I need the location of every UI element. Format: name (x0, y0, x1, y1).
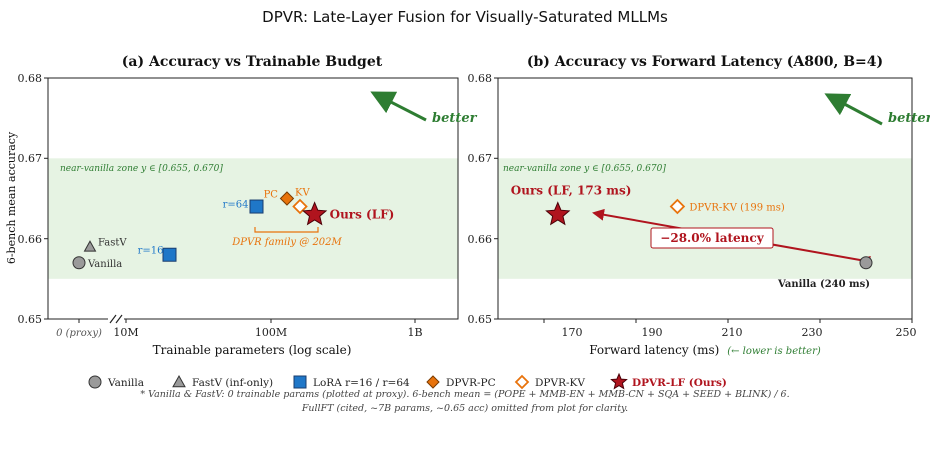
panel-b-x-tick: 170 (562, 326, 583, 339)
panel-b-x-tick: 210 (722, 326, 743, 339)
legend-marker (426, 375, 440, 389)
panel-a-point-dpvr-lf-ours- (301, 201, 328, 226)
panel-b-point-label: Ours (LF, 173 ms) (511, 184, 632, 198)
panel-a-point-fastv (83, 240, 97, 252)
panel-b-title: (b) Accuracy vs Forward Latency (A800, B… (527, 54, 883, 70)
legend: Vanilla FastV (inf-only) LoRA r=16 / r=64 D… (88, 372, 727, 390)
panel-a-point-label: Vanilla (87, 259, 122, 270)
better-arrow (824, 93, 883, 126)
footnote-line-1: * Vanilla & FastV: 0 trainable params (p… (140, 389, 789, 400)
panel-a-frame (47, 77, 459, 320)
legend-marker (514, 374, 530, 390)
panel-a-y-tick: 0.65 (18, 313, 43, 326)
panel-a-marks: Vanilla FastV r=16 r=64 PC KV Ours (LF) (72, 188, 395, 270)
panel-a-x-tick: 100M (255, 326, 287, 339)
panel-b-x-tick: 190 (642, 326, 663, 339)
panel-a-x-axis: 0 (proxy) 10M 100M 1B (56, 314, 423, 339)
panel-b-point-label: DPVR-KV (199 ms) (689, 203, 785, 214)
panel-b-point-label: Vanilla (240 ms) (777, 279, 870, 290)
panel-a-bracket-label: DPVR family @ 202M (231, 237, 342, 248)
panel-b-x-tick: 250 (896, 326, 917, 339)
panel-b-x-label-note: (← lower is better) (727, 346, 821, 357)
panel-a-point-label: Ours (LF) (330, 208, 395, 222)
panel-b-point-ours-lf- (545, 201, 571, 226)
panel-a-point-dpvr-pc (279, 191, 295, 206)
legend-label: DPVR-LF (Ours) (632, 377, 727, 389)
panel-b-y-tick: 0.65 (468, 313, 493, 326)
panel-b-x-label-main: Forward latency (ms) (589, 343, 719, 357)
panel-b-x-axis: 170 190 210 230 250 (543, 319, 917, 339)
panel-a-x-label: Trainable parameters (log scale) (153, 343, 352, 357)
panel-a-point-label: FastV (98, 238, 127, 249)
panel-a-y-label: 6-bench mean accuracy (5, 131, 18, 264)
footnote-line-2: FullFT (cited, ~7B params, ~0.65 acc) om… (301, 403, 628, 414)
panel-b-frame (497, 77, 913, 320)
axis-break-mark (115, 314, 123, 324)
panel-a-point-label: r=64 (223, 200, 249, 211)
dpvr-family-bracket (254, 227, 319, 233)
legend-label: FastV (inf-only) (192, 377, 273, 389)
panel-b-y-tick: 0.68 (468, 72, 493, 85)
panel-a-title: (a) Accuracy vs Trainable Budget (122, 54, 383, 70)
panel-a-point-lora-r-16 (162, 247, 177, 262)
latency-delta-box (650, 227, 774, 249)
panel-b-y-tick: 0.66 (468, 233, 493, 246)
better-arrow (370, 91, 427, 122)
legend-label: LoRA r=16 / r=64 (313, 377, 410, 389)
panel-a-zone-label: near-vanilla zone y ∈ [0.655, 0.670] (60, 164, 223, 174)
panel-a-point-label: r=16 (138, 246, 164, 257)
panel-a-point-label: KV (295, 188, 310, 199)
panel-a: (a) Accuracy vs Trainable Budget near-va… (5, 54, 478, 357)
legend-label: DPVR-PC (446, 377, 496, 389)
panel-b-y-tick: 0.67 (468, 152, 493, 165)
panel-a-y-tick: 0.66 (18, 233, 43, 246)
figure-title: DPVR: Late-Layer Fusion for Visually-Sat… (262, 8, 668, 26)
panel-a-x-tick: 1B (407, 326, 422, 339)
legend-marker (88, 375, 102, 389)
panel-a-point-vanilla (72, 256, 86, 270)
panel-a-point-label: PC (264, 190, 279, 201)
panel-a-y-tick: 0.67 (18, 152, 43, 165)
panel-a-y-axis: 0.68 0.67 0.66 0.65 (18, 72, 48, 326)
legend-marker (293, 375, 307, 389)
panel-a-better-label: better (432, 111, 478, 126)
panel-b-point-vanilla (859, 256, 873, 270)
panel-a-x-tick: 10M (113, 326, 138, 339)
panel-b: (b) Accuracy vs Forward Latency (A800, B… (468, 54, 930, 357)
legend-marker (610, 372, 628, 390)
panel-b-point-dpvr-kv (669, 198, 686, 215)
panel-b-y-axis: 0.68 0.67 0.66 0.65 (468, 72, 498, 326)
legend-label: DPVR-KV (535, 377, 585, 389)
panel-a-y-tick: 0.68 (18, 72, 43, 85)
panel-b-marks: Ours (LF, 173 ms) DPVR-KV (199 ms) Vanilla… (511, 184, 873, 290)
panel-a-point-lora-r-64 (249, 199, 264, 214)
panel-a-x-tick: 0 (proxy) (56, 328, 102, 339)
panel-b-better-label: better (888, 111, 930, 126)
latency-delta-label: −28.0% latency (660, 231, 764, 245)
panel-a-zone (48, 158, 458, 279)
legend-label: Vanilla (107, 377, 144, 389)
panel-b-x-tick: 230 (802, 326, 823, 339)
panel-b-zone-label: near-vanilla zone y ∈ [0.655, 0.670] (503, 164, 666, 174)
panel-b-x-label: Forward latency (ms) (← lower is better) (589, 343, 821, 357)
axis-break-mark (109, 314, 117, 324)
legend-marker (172, 374, 186, 388)
panel-a-point-dpvr-kv (292, 198, 308, 215)
